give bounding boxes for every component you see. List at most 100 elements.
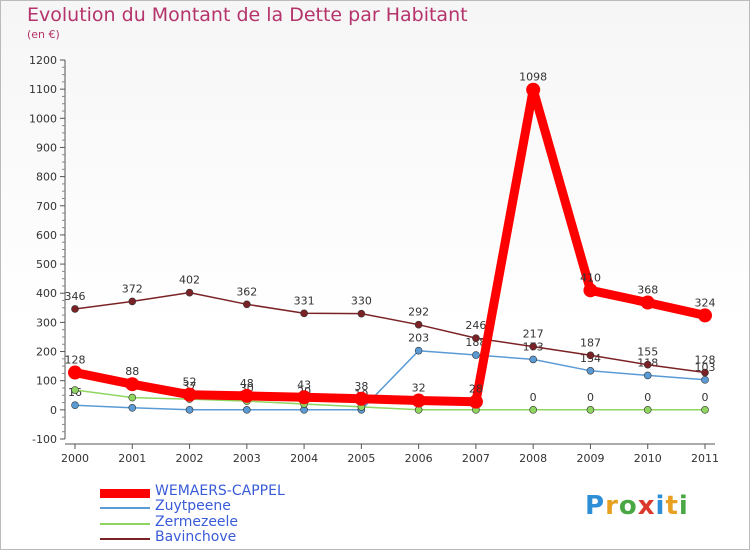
data-point bbox=[185, 288, 194, 297]
data-point bbox=[640, 295, 655, 310]
y-tick-label: -100 bbox=[32, 433, 57, 446]
data-point bbox=[698, 308, 712, 323]
data-point bbox=[414, 346, 423, 355]
y-tick-label: 800 bbox=[36, 171, 57, 184]
data-point bbox=[354, 391, 369, 406]
proxiti-logo: Proxiti bbox=[585, 491, 689, 521]
data-label: 330 bbox=[351, 295, 372, 308]
data-label: 52 bbox=[183, 376, 197, 389]
data-point bbox=[297, 390, 312, 405]
series-line-bavinchove bbox=[74, 291, 706, 374]
data-label: 48 bbox=[240, 377, 254, 390]
data-point bbox=[185, 406, 194, 414]
data-label: 402 bbox=[179, 274, 200, 287]
data-label: 217 bbox=[523, 328, 544, 341]
data-label: 38 bbox=[354, 380, 368, 393]
x-tick-label: 2011 bbox=[691, 452, 719, 465]
data-point bbox=[239, 388, 254, 403]
data-point bbox=[586, 351, 595, 360]
data-point bbox=[701, 368, 709, 377]
data-point bbox=[414, 320, 423, 329]
data-label: 103 bbox=[695, 361, 716, 374]
data-label: 28 bbox=[469, 383, 483, 396]
data-point bbox=[243, 406, 251, 414]
x-tick-label: 2000 bbox=[61, 452, 89, 465]
data-point bbox=[182, 387, 197, 402]
y-tick-label: 1100 bbox=[29, 83, 57, 96]
data-point bbox=[701, 376, 709, 384]
data-point bbox=[71, 386, 79, 394]
data-point bbox=[586, 366, 595, 375]
x-tick-label: 2001 bbox=[118, 452, 146, 465]
data-label: 128 bbox=[695, 354, 716, 367]
data-point bbox=[128, 297, 137, 306]
legend-label: WEMAERS-CAPPEL bbox=[155, 483, 285, 499]
y-tick-label: 1200 bbox=[29, 54, 57, 67]
data-label: 346 bbox=[65, 290, 86, 303]
data-label: 203 bbox=[408, 332, 429, 345]
data-point bbox=[526, 82, 541, 97]
data-point bbox=[468, 394, 483, 409]
y-tick-label: 400 bbox=[36, 287, 57, 300]
data-label: 372 bbox=[122, 282, 143, 295]
legend-label: Bavinchove bbox=[155, 529, 237, 545]
x-tick-label: 2006 bbox=[405, 452, 433, 465]
x-tick-label: 2002 bbox=[176, 452, 204, 465]
x-tick-label: 2003 bbox=[233, 452, 261, 465]
data-point bbox=[125, 377, 140, 392]
x-tick-label: 2009 bbox=[576, 452, 604, 465]
data-label: 410 bbox=[580, 271, 601, 284]
data-point bbox=[71, 305, 79, 313]
data-label: 331 bbox=[294, 294, 315, 307]
data-point bbox=[529, 342, 537, 351]
y-tick-label: 900 bbox=[36, 141, 57, 154]
data-label: 155 bbox=[637, 346, 658, 359]
data-label: 0 bbox=[702, 391, 709, 404]
data-point bbox=[643, 371, 652, 380]
data-label: 0 bbox=[530, 391, 537, 404]
y-tick-label: 100 bbox=[36, 375, 57, 388]
legend-swatch bbox=[100, 488, 150, 498]
data-point bbox=[529, 355, 537, 364]
chart-subtitle: (en €) bbox=[27, 28, 60, 41]
data-label: 43 bbox=[297, 378, 311, 391]
x-tick-label: 2005 bbox=[347, 452, 375, 465]
data-point bbox=[529, 406, 537, 414]
data-point bbox=[243, 300, 251, 309]
y-tick-label: 300 bbox=[36, 316, 57, 329]
data-label: 0 bbox=[644, 391, 651, 404]
data-point bbox=[643, 406, 652, 414]
data-point bbox=[411, 393, 426, 408]
data-point bbox=[357, 309, 366, 318]
legend-label: Zuytpeene bbox=[155, 498, 231, 514]
data-point bbox=[300, 309, 308, 318]
data-label: 292 bbox=[408, 306, 429, 319]
data-label: 246 bbox=[465, 319, 486, 332]
y-tick-label: 600 bbox=[36, 229, 57, 242]
data-label: 324 bbox=[695, 296, 716, 309]
data-point bbox=[128, 404, 137, 412]
series-line-wemaers-cappel bbox=[70, 85, 710, 407]
data-label: 88 bbox=[125, 365, 139, 378]
data-label: 362 bbox=[236, 285, 257, 298]
data-point bbox=[68, 365, 82, 380]
legend-swatch bbox=[100, 507, 150, 509]
data-label: 128 bbox=[65, 354, 86, 367]
y-tick-label: 500 bbox=[36, 258, 57, 271]
data-label: 368 bbox=[637, 284, 658, 297]
series-line-zuytpeene bbox=[74, 349, 706, 411]
data-point bbox=[701, 406, 709, 414]
data-point bbox=[71, 401, 79, 409]
y-tick-label: 0 bbox=[50, 404, 57, 417]
x-tick-label: 2010 bbox=[634, 452, 662, 465]
y-tick-label: 1000 bbox=[29, 112, 57, 125]
legend-swatch bbox=[100, 538, 150, 540]
x-tick-label: 2008 bbox=[519, 452, 547, 465]
x-tick-label: 2007 bbox=[462, 452, 490, 465]
y-tick-label: 700 bbox=[36, 200, 57, 213]
legend-swatch bbox=[100, 523, 150, 525]
series-line-zermezeele bbox=[74, 389, 706, 411]
data-point bbox=[472, 351, 480, 359]
